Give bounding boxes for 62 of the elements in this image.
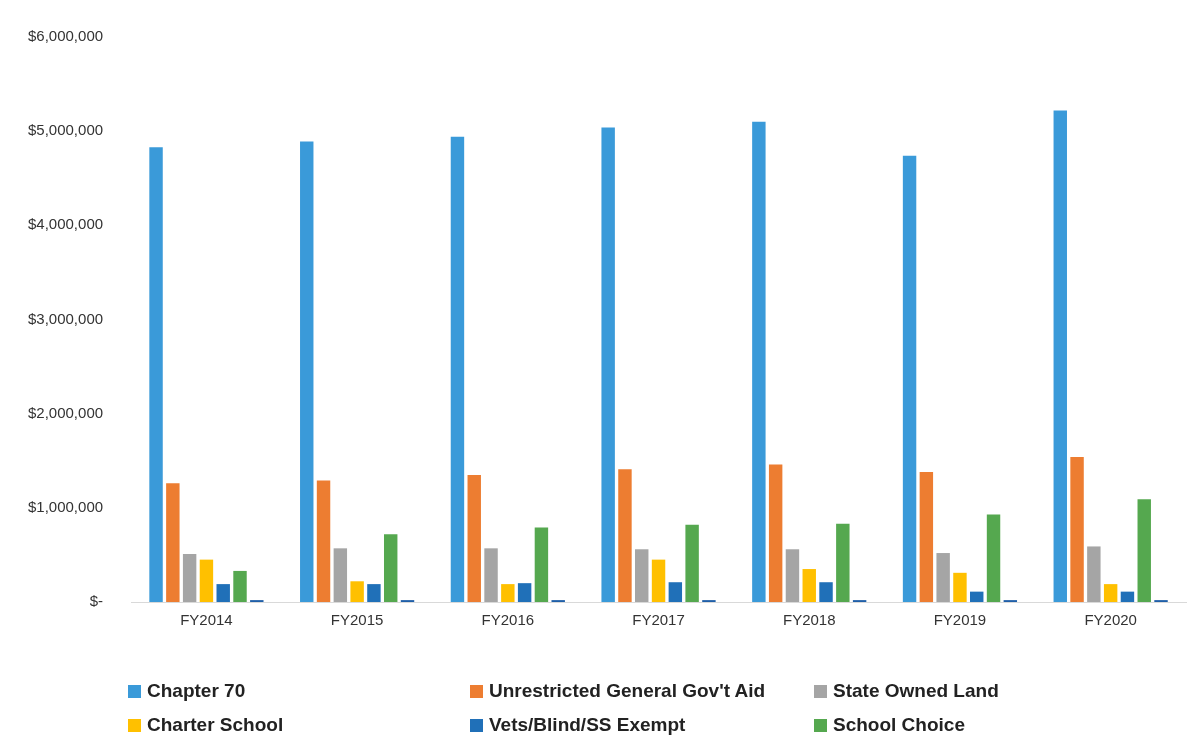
bar: [785, 549, 800, 602]
bar: [182, 553, 197, 602]
bar: [333, 548, 348, 602]
bar: [953, 572, 967, 602]
bar: [618, 469, 632, 602]
bar: [484, 548, 498, 602]
x-tick-label: FY2019: [933, 611, 987, 629]
bar: [936, 553, 950, 602]
legend-label: State Owned Land: [833, 680, 999, 702]
bar: [1120, 591, 1135, 602]
bar: [384, 534, 398, 602]
bar: [601, 127, 615, 602]
legend-label: School Choice: [833, 714, 965, 736]
bar: [166, 483, 180, 602]
y-tick-label: $6,000,000: [28, 27, 104, 45]
x-tick-label: FY2020: [1084, 611, 1137, 629]
x-tick-label: FY2014: [180, 611, 233, 629]
legend-label: Charter School: [147, 714, 284, 736]
y-tick-label: $5,000,000: [28, 121, 104, 139]
bar: [685, 524, 699, 602]
x-tick-label: FY2015: [330, 611, 384, 629]
bar: [534, 527, 549, 602]
bar: [668, 582, 683, 602]
bar: [836, 523, 850, 602]
bar: [316, 480, 331, 602]
bar: [919, 472, 934, 602]
y-tick-label: $4,000,000: [28, 215, 104, 233]
bar: [768, 464, 783, 602]
bar: [199, 559, 214, 602]
bar: [149, 147, 163, 602]
bar: [216, 584, 230, 602]
bar: [986, 514, 1001, 602]
bar: [233, 570, 247, 602]
legend-label: Vets/Blind/SS Exempt: [489, 714, 686, 736]
bar: [635, 549, 649, 602]
bar: [752, 121, 766, 602]
bar: [450, 136, 465, 602]
bar: [1053, 110, 1067, 602]
bar: [970, 591, 984, 602]
bar: [1103, 584, 1118, 602]
legend-label: Chapter 70: [147, 680, 246, 702]
bar: [902, 155, 917, 602]
bar: [651, 559, 666, 602]
bar: [517, 583, 532, 602]
x-tick-label: FY2018: [782, 611, 836, 629]
bar: [467, 474, 481, 602]
bar: [802, 569, 816, 602]
bar: [350, 581, 364, 602]
y-tick-label: $3,000,000: [28, 309, 104, 327]
bar: [300, 141, 314, 602]
bar: [501, 584, 515, 602]
bar: [1070, 456, 1084, 602]
bar: [367, 584, 381, 602]
bar: [1137, 499, 1151, 602]
y-tick-label: $2,000,000: [28, 403, 104, 421]
y-tick-label: $1,000,000: [28, 497, 104, 515]
x-tick-label: FY2016: [481, 611, 535, 629]
bar: [819, 582, 833, 602]
legend-label: Unrestricted General Gov't Aid: [489, 680, 766, 702]
bar: [1087, 546, 1101, 602]
x-tick-label: FY2017: [632, 611, 685, 629]
y-tick-label: $-: [89, 592, 104, 610]
